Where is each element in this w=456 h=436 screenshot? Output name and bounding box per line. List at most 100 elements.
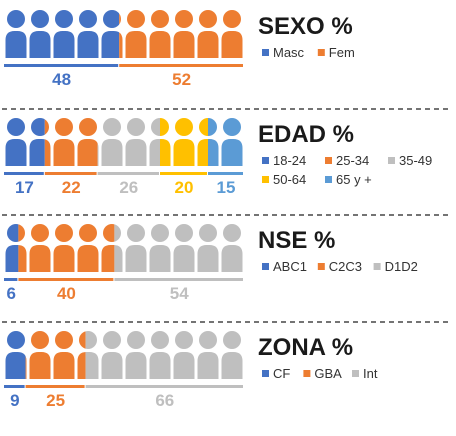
person-head-icon: [199, 118, 208, 136]
person-body-icon: [149, 139, 160, 166]
person-head-icon: [7, 118, 25, 136]
person-head-icon: [79, 10, 97, 28]
value-label: 15: [217, 178, 236, 197]
legend-swatch: [303, 370, 311, 377]
legend-swatch: [352, 370, 359, 377]
value-label: 48: [52, 70, 71, 89]
icon-segment-d1d2: [114, 224, 243, 272]
person-head-icon: [223, 118, 241, 136]
person-body-icon: [119, 32, 123, 58]
icon-segment-gba: [25, 331, 86, 379]
person-body-icon: [29, 245, 51, 272]
chart-title: EDAD %: [258, 121, 354, 148]
legend-label: 18-24: [273, 153, 306, 168]
person-body-icon: [5, 139, 27, 166]
value-bar: [97, 172, 159, 175]
value-label: 52: [172, 70, 191, 89]
person-head-icon: [55, 331, 73, 349]
chart-panel-4: 9 25 66 ZONA % CF GBA Int: [4, 331, 378, 410]
icon-segment-18-24: [5, 118, 45, 166]
legend-label: C2C3: [329, 259, 362, 274]
person-head-icon: [103, 224, 115, 242]
person-head-icon: [199, 224, 217, 242]
person-head-icon: [127, 118, 145, 136]
person-body-icon: [18, 245, 27, 272]
person-body-icon: [29, 31, 51, 58]
person-head-icon: [127, 224, 145, 242]
value-bar: [44, 172, 97, 175]
value-bar: [4, 278, 18, 281]
person-head-icon: [31, 10, 49, 28]
legend-label: Int: [363, 366, 378, 381]
value-bar: [25, 385, 85, 388]
person-body-icon: [5, 352, 26, 379]
person-body-icon: [77, 139, 98, 166]
person-head-icon: [79, 118, 97, 136]
person-body-icon: [53, 139, 75, 166]
person-body-icon: [77, 245, 99, 272]
person-body-icon: [101, 245, 115, 272]
person-head-icon: [103, 118, 121, 136]
person-body-icon: [221, 245, 243, 272]
person-body-icon: [44, 139, 51, 166]
value-label: 66: [155, 391, 174, 410]
person-body-icon: [101, 352, 123, 379]
person-body-icon: [5, 245, 19, 272]
value-bar: [119, 64, 243, 67]
legend-label: ABC1: [273, 259, 307, 274]
person-head-icon: [127, 10, 145, 28]
person-body-icon: [208, 139, 219, 166]
person-body-icon: [29, 139, 45, 166]
legend-swatch: [373, 263, 381, 270]
person-body-icon: [101, 31, 120, 58]
person-head-icon: [199, 331, 217, 349]
legend-label: Fem: [329, 45, 355, 60]
icon-segment-int: [85, 331, 243, 379]
person-head-icon: [44, 119, 49, 135]
value-label: 54: [170, 284, 189, 303]
legend-label: D1D2: [385, 259, 418, 274]
chart-title: SEXO %: [258, 13, 353, 40]
icon-segment-abc1: [5, 224, 19, 272]
person-head-icon: [223, 10, 241, 28]
value-bar: [208, 172, 243, 175]
person-body-icon: [114, 245, 123, 272]
person-head-icon: [85, 331, 97, 349]
icon-segment-35-49: [97, 118, 160, 166]
person-body-icon: [5, 31, 27, 58]
person-body-icon: [125, 245, 147, 272]
value-bar: [4, 172, 44, 175]
person-head-icon: [103, 10, 120, 28]
person-head-icon: [79, 331, 86, 349]
person-body-icon: [77, 352, 86, 379]
person-head-icon: [79, 224, 97, 242]
person-body-icon: [197, 352, 219, 379]
person-head-icon: [127, 331, 145, 349]
person-body-icon: [77, 31, 99, 58]
person-body-icon: [197, 31, 219, 58]
icon-segment-masc: [5, 10, 120, 58]
icon-segment-25-34: [44, 118, 98, 166]
person-body-icon: [197, 139, 208, 166]
person-head-icon: [175, 118, 193, 136]
value-bar: [114, 278, 244, 281]
person-body-icon: [53, 352, 75, 379]
person-body-icon: [173, 352, 195, 379]
person-head-icon: [199, 10, 217, 28]
legend-swatch: [262, 157, 269, 164]
person-head-icon: [160, 118, 169, 136]
value-bar: [4, 64, 119, 67]
legend-label: Masc: [273, 45, 305, 60]
legend-swatch: [262, 49, 269, 56]
person-head-icon: [31, 118, 45, 136]
person-head-icon: [119, 13, 121, 25]
person-head-icon: [175, 224, 193, 242]
person-body-icon: [160, 139, 171, 166]
person-body-icon: [97, 143, 99, 166]
person-body-icon: [221, 352, 243, 379]
person-head-icon: [175, 10, 193, 28]
person-body-icon: [173, 31, 195, 58]
legend-swatch: [388, 157, 395, 164]
person-body-icon: [125, 31, 147, 58]
person-head-icon: [31, 331, 49, 349]
